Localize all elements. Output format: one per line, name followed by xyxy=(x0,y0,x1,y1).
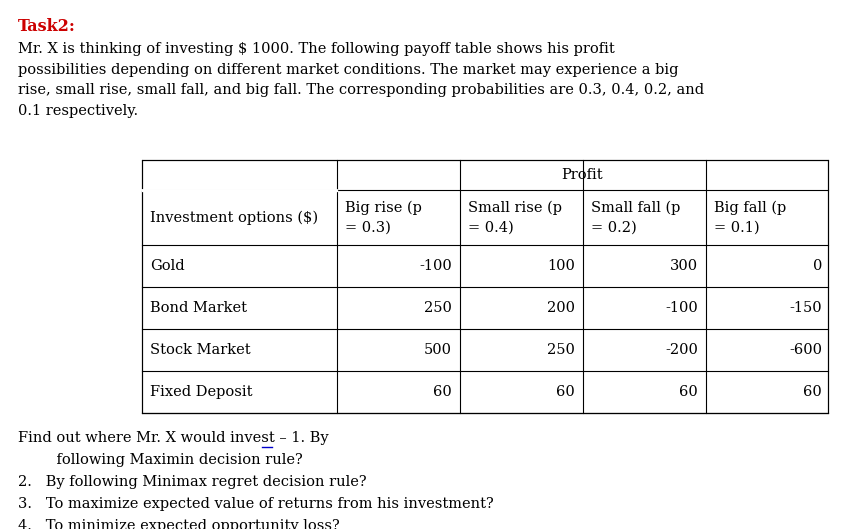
Text: 60: 60 xyxy=(802,385,821,399)
Text: 300: 300 xyxy=(669,259,697,273)
Text: 200: 200 xyxy=(547,301,574,315)
Text: -100: -100 xyxy=(418,259,451,273)
Text: -600: -600 xyxy=(788,343,821,357)
Text: 60: 60 xyxy=(555,385,574,399)
Text: 100: 100 xyxy=(547,259,574,273)
Text: Fixed Deposit: Fixed Deposit xyxy=(150,385,252,399)
Text: 60: 60 xyxy=(433,385,451,399)
Text: 250: 250 xyxy=(424,301,451,315)
Text: 2.   By following Minimax regret decision rule?: 2. By following Minimax regret decision … xyxy=(18,475,366,489)
Text: Mr. X is thinking of investing $ 1000. The following payoff table shows his prof: Mr. X is thinking of investing $ 1000. T… xyxy=(18,42,703,118)
Text: 4.   To minimize expected opportunity loss?: 4. To minimize expected opportunity loss… xyxy=(18,519,339,529)
Text: Investment options ($): Investment options ($) xyxy=(150,211,318,225)
Text: 60: 60 xyxy=(678,385,697,399)
Text: -150: -150 xyxy=(789,301,821,315)
Text: Gold: Gold xyxy=(150,259,184,273)
Text: Profit: Profit xyxy=(561,168,603,182)
Text: 500: 500 xyxy=(424,343,451,357)
Text: Bond Market: Bond Market xyxy=(150,301,247,315)
Text: Small fall (p
= 0.2): Small fall (p = 0.2) xyxy=(591,200,679,234)
Text: 3.   To maximize expected value of returns from his investment?: 3. To maximize expected value of returns… xyxy=(18,497,493,511)
Text: Task2:: Task2: xyxy=(18,18,76,35)
Text: 0: 0 xyxy=(812,259,821,273)
Text: -100: -100 xyxy=(665,301,697,315)
Text: -200: -200 xyxy=(665,343,697,357)
Text: Big fall (p
= 0.1): Big fall (p = 0.1) xyxy=(713,200,785,234)
Text: 250: 250 xyxy=(547,343,574,357)
Text: following Maximin decision rule?: following Maximin decision rule? xyxy=(38,453,302,467)
Bar xyxy=(142,160,827,413)
Text: Small rise (p
= 0.4): Small rise (p = 0.4) xyxy=(468,200,561,234)
Text: Big rise (p
= 0.3): Big rise (p = 0.3) xyxy=(344,200,421,234)
Text: Stock Market: Stock Market xyxy=(150,343,251,357)
Text: Find out where Mr. X would invest – 1. By: Find out where Mr. X would invest – 1. B… xyxy=(18,431,328,445)
